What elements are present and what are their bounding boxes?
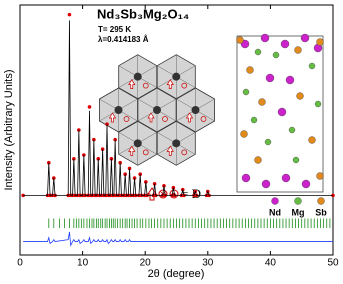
legend-atom	[294, 197, 302, 205]
atom	[308, 136, 316, 144]
atom	[133, 72, 142, 81]
atom	[260, 33, 270, 43]
moment-arrow	[166, 78, 174, 90]
atom	[172, 72, 181, 81]
atom	[301, 179, 311, 189]
atom	[254, 48, 262, 56]
moment-dot	[142, 82, 149, 89]
plot-frame	[19, 4, 334, 256]
atom	[292, 156, 300, 164]
moment-arrow	[185, 112, 194, 123]
x-tick-label: 0	[17, 258, 23, 269]
moment-dot	[162, 116, 168, 122]
atom	[240, 130, 248, 138]
moment-dot	[200, 116, 207, 122]
x-tick-label: 30	[202, 258, 214, 269]
atom	[288, 126, 296, 134]
data-point	[67, 12, 72, 17]
moment-dot	[181, 82, 188, 89]
atom	[314, 100, 322, 108]
moment-arrow	[128, 78, 136, 90]
atom	[272, 51, 280, 59]
moment-dot	[181, 149, 188, 156]
moment-arrow	[108, 112, 117, 123]
atom	[258, 98, 266, 106]
structure-label: Sb	[315, 207, 327, 217]
atom	[294, 46, 302, 54]
x-tick-label: 50	[327, 258, 339, 269]
moment-dot	[123, 116, 130, 122]
atom	[265, 73, 275, 83]
atom	[246, 66, 254, 74]
data-point	[87, 105, 92, 109]
atom	[277, 107, 287, 117]
moment-arrow	[166, 145, 174, 156]
moment-dot	[142, 149, 149, 156]
symbol-legend-text: = D	[181, 186, 201, 201]
atom	[261, 179, 271, 189]
atom	[281, 173, 291, 183]
structure-label: Mg	[292, 207, 305, 217]
structure-label: Nd	[269, 207, 281, 217]
atom	[300, 33, 310, 43]
x-tick-label: 20	[140, 258, 152, 269]
atom	[264, 138, 272, 146]
atom	[133, 139, 142, 148]
moment-arrow	[128, 145, 136, 156]
calculated-line	[23, 20, 333, 196]
cross-symbol	[158, 189, 168, 199]
atom	[316, 172, 324, 180]
unit-cell-inset: Nd Mg Sb	[236, 33, 327, 217]
annotation: T= 295 K	[98, 25, 131, 34]
atom	[285, 75, 295, 85]
atom	[296, 92, 304, 100]
x-tick-label: 40	[265, 258, 277, 269]
difference-line	[23, 231, 333, 247]
atom	[114, 106, 123, 114]
atom	[241, 173, 251, 183]
moment-arrow	[147, 112, 155, 123]
atom	[308, 62, 316, 70]
atom	[242, 88, 250, 96]
structure-inset	[99, 54, 215, 166]
atom	[250, 116, 258, 124]
atom	[172, 139, 181, 148]
atom	[191, 106, 200, 114]
atom	[236, 36, 244, 44]
cell-box	[236, 35, 324, 193]
chart-title: Nd₃Sb₃Mg₂O₁₄	[97, 6, 189, 21]
annotation: λ=0.414183 Å	[98, 35, 149, 44]
legend-atom	[317, 197, 325, 205]
legend-atom	[271, 197, 279, 205]
atom	[153, 106, 161, 114]
atom	[316, 38, 324, 46]
atom	[254, 156, 262, 164]
x-tick-label: 10	[77, 258, 89, 269]
y-axis-label: Intensity (Arbitrary Units)	[3, 69, 15, 190]
atom	[280, 39, 290, 49]
x-axis-label: 2θ (degree)	[148, 268, 205, 280]
